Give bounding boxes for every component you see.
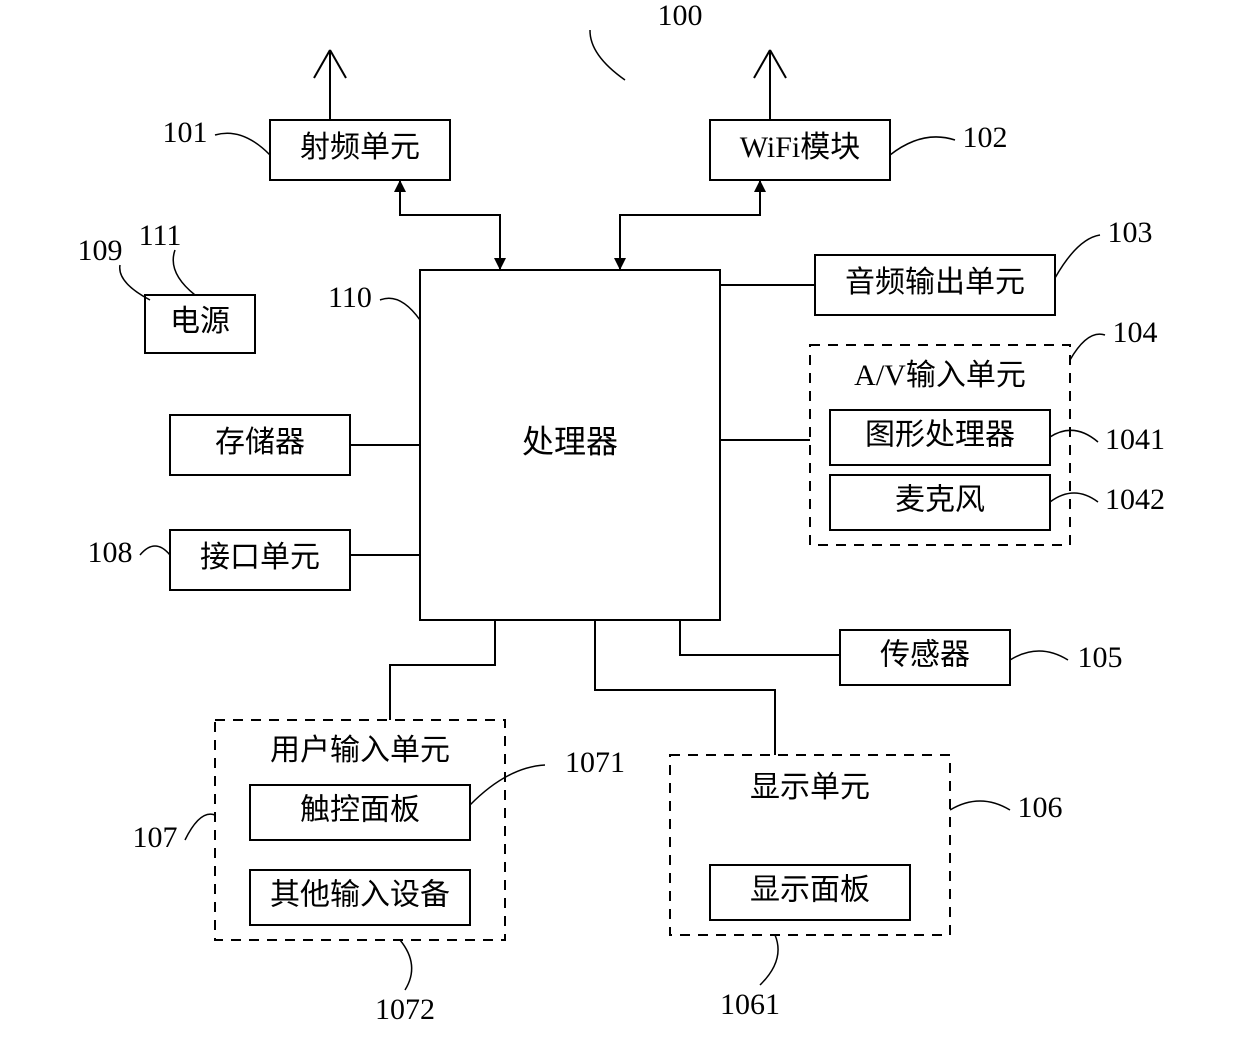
n106-leader — [950, 801, 1010, 810]
n102-number: 102 — [963, 121, 1008, 154]
conn-processor-user_input — [390, 620, 495, 720]
gpu-label: 图形处理器 — [865, 418, 1015, 451]
wifi-label: WiFi模块 — [740, 131, 860, 164]
n105-number: 105 — [1078, 641, 1123, 674]
memory-label: 存储器 — [215, 426, 305, 459]
arrowhead — [394, 180, 406, 192]
user_input-group-label: 用户输入单元 — [270, 734, 450, 767]
display_panel-label: 显示面板 — [750, 873, 870, 906]
n108-leader — [140, 546, 170, 555]
n1071-leader — [470, 765, 545, 805]
n103-number: 103 — [1108, 216, 1153, 249]
n1072-leader — [400, 940, 412, 990]
n100-number: 100 — [658, 0, 703, 32]
rf-label: 射频单元 — [300, 131, 420, 164]
n1061-number: 1061 — [720, 988, 780, 1021]
n109-number: 109 — [78, 234, 123, 267]
n103-leader — [1055, 235, 1100, 278]
power-label: 电源 — [170, 305, 230, 338]
conn-processor-sensor — [680, 620, 840, 655]
display-group-label: 显示单元 — [750, 771, 870, 804]
arrowhead — [754, 180, 766, 192]
touch-label: 触控面板 — [300, 793, 420, 826]
n1061-leader — [760, 935, 778, 985]
sensor-label: 传感器 — [880, 638, 970, 671]
n102-leader — [890, 137, 955, 155]
n1041-number: 1041 — [1105, 423, 1165, 456]
conn-processor-wifi — [620, 180, 760, 270]
n105-leader — [1010, 651, 1068, 660]
n101-number: 101 — [163, 116, 208, 149]
n111-leader — [173, 250, 195, 295]
n1041-leader — [1050, 430, 1098, 442]
conn-processor-display — [595, 620, 775, 755]
n108-number: 108 — [88, 536, 133, 569]
processor-label: 处理器 — [522, 423, 618, 459]
n100-leader — [590, 30, 625, 80]
n107-number: 107 — [133, 821, 178, 854]
mic-label: 麦克风 — [895, 483, 985, 516]
wifi-antenna — [754, 50, 786, 120]
block-diagram: A/V输入单元用户输入单元显示单元 处理器 射频单元 WiFi模块电源存储器接口单元 音… — [0, 0, 1240, 1052]
other_input-label: 其他输入设备 — [270, 878, 450, 911]
interface-label: 接口单元 — [200, 541, 320, 574]
conn-processor-rf — [400, 180, 500, 270]
n111-number: 111 — [139, 219, 182, 252]
n1072-number: 1072 — [375, 993, 435, 1026]
audio-label: 音频输出单元 — [845, 266, 1025, 299]
n101-leader — [215, 133, 270, 155]
n1042-number: 1042 — [1105, 483, 1165, 516]
n106-number: 106 — [1018, 791, 1063, 824]
n1071-number: 1071 — [565, 746, 625, 779]
n104-number: 104 — [1113, 316, 1158, 349]
n1042-leader — [1050, 493, 1098, 502]
n110-number: 110 — [328, 281, 372, 314]
arrowhead — [614, 258, 626, 270]
av_input-group-label: A/V输入单元 — [854, 359, 1026, 392]
rf-antenna — [314, 50, 346, 120]
arrowhead — [494, 258, 506, 270]
n110-leader — [380, 298, 420, 320]
n107-leader — [185, 814, 215, 840]
n104-leader — [1070, 334, 1105, 360]
